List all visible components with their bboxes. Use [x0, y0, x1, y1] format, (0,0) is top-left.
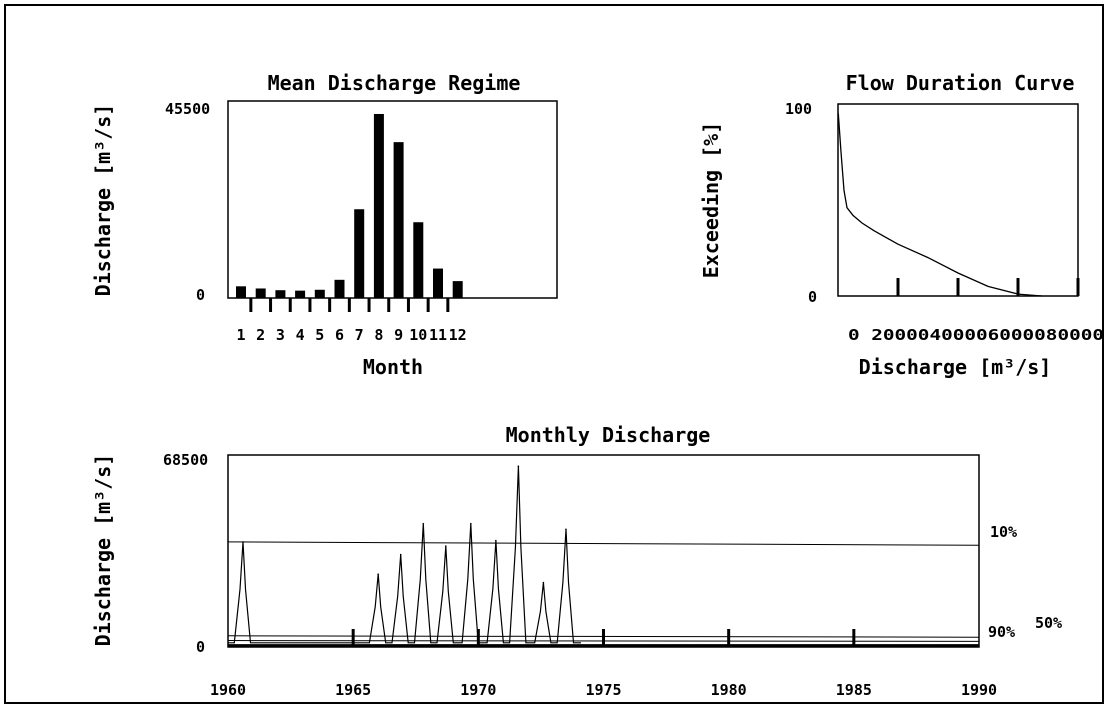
chart3-xtick-label: 1965 [335, 681, 371, 699]
bar-month-4 [295, 290, 306, 298]
chart2-ylabel: Exceeding [%] [699, 122, 723, 279]
bar-month-9 [393, 142, 404, 298]
bar-month-6 [334, 279, 345, 298]
reference-label-10pct: 10% [990, 523, 1017, 541]
chart2-ytick-max: 100 [785, 100, 812, 118]
chart3-xtick-label: 1970 [460, 681, 496, 699]
chart1-plot-frame [227, 100, 558, 299]
reference-line-10pct [227, 541, 980, 546]
bar-month-3 [275, 290, 286, 298]
chart1-xtick-label: 12 [449, 326, 467, 344]
chart1-xtick-label: 6 [335, 326, 344, 344]
chart1-xtick-label: 10 [409, 326, 427, 344]
monthly-discharge-series-line [228, 466, 581, 644]
bar-month-10 [413, 222, 424, 298]
bar-month-7 [354, 209, 365, 298]
chart2-xtick-label: 0 [848, 326, 871, 344]
chart3-title: Monthly Discharge [506, 423, 711, 447]
chart1-xtick-label: 2 [256, 326, 265, 344]
chart1-xtick-label: 7 [355, 326, 364, 344]
chart3-xtick-label: 1990 [961, 681, 997, 699]
monthly-discharge-chart: Monthly Discharge Discharge [m³/s] 68500… [91, 423, 1062, 699]
chart1-xtick-label: 3 [276, 326, 285, 344]
bar-month-5 [314, 289, 325, 298]
chart2-title: Flow Duration Curve [846, 71, 1075, 95]
flow-duration-curve-chart: Flow Duration Curve Exceeding [%] Discha… [699, 71, 1104, 379]
chart1-ytick-min: 0 [196, 286, 205, 304]
chart3-xtick-label: 1975 [585, 681, 621, 699]
chart1-xtick-label: 8 [374, 326, 383, 344]
reference-label-50pct: 50% [1035, 614, 1062, 632]
chart2-xtick-label: 20000 [871, 326, 929, 344]
chart1-xlabel: Month [363, 355, 423, 379]
chart1-title: Mean Discharge Regime [268, 71, 521, 95]
chart2-xtick-label: 80000 [1046, 326, 1104, 344]
chart2-xtick-labels: 0 20000 40000 60000 80000 [848, 326, 1104, 344]
chart1-xtick-label: 11 [429, 326, 447, 344]
chart3-plot-frame [227, 454, 980, 648]
bar-month-11 [433, 268, 443, 298]
chart1-ylabel: Discharge [m³/s] [91, 104, 115, 297]
chart3-xtick-label: 1985 [836, 681, 872, 699]
figure-frame [4, 4, 1104, 704]
chart2-xtick-label: 40000 [929, 326, 987, 344]
flow-duration-curve-line [837, 113, 1043, 297]
chart1-ytick-max: 45500 [165, 100, 210, 118]
chart2-plot-frame [837, 103, 1079, 297]
bar-month-2 [255, 288, 266, 298]
chart3-xtick-label: 1960 [210, 681, 246, 699]
mean-discharge-regime-chart: Mean Discharge Regime Discharge [m³/s] M… [91, 71, 558, 379]
chart1-xtick-label: 5 [315, 326, 324, 344]
chart1-xtick-label: 1 [236, 326, 245, 344]
chart3-ylabel: Discharge [m³/s] [91, 454, 115, 647]
chart2-xlabel: Discharge [m³/s] [859, 355, 1052, 379]
chart3-ytick-max: 68500 [163, 451, 208, 469]
chart1-xtick-label: 9 [394, 326, 403, 344]
chart3-ytick-min: 0 [196, 638, 205, 656]
bar-month-1 [236, 286, 246, 298]
bar-month-8 [373, 113, 384, 298]
reference-label-90pct: 90% [988, 623, 1015, 641]
chart2-xtick-label: 60000 [988, 326, 1046, 344]
chart3-xtick-label: 1980 [711, 681, 747, 699]
bar-month-12 [452, 281, 463, 298]
chart2-ytick-min: 0 [808, 288, 817, 306]
chart1-xtick-label: 4 [296, 326, 305, 344]
